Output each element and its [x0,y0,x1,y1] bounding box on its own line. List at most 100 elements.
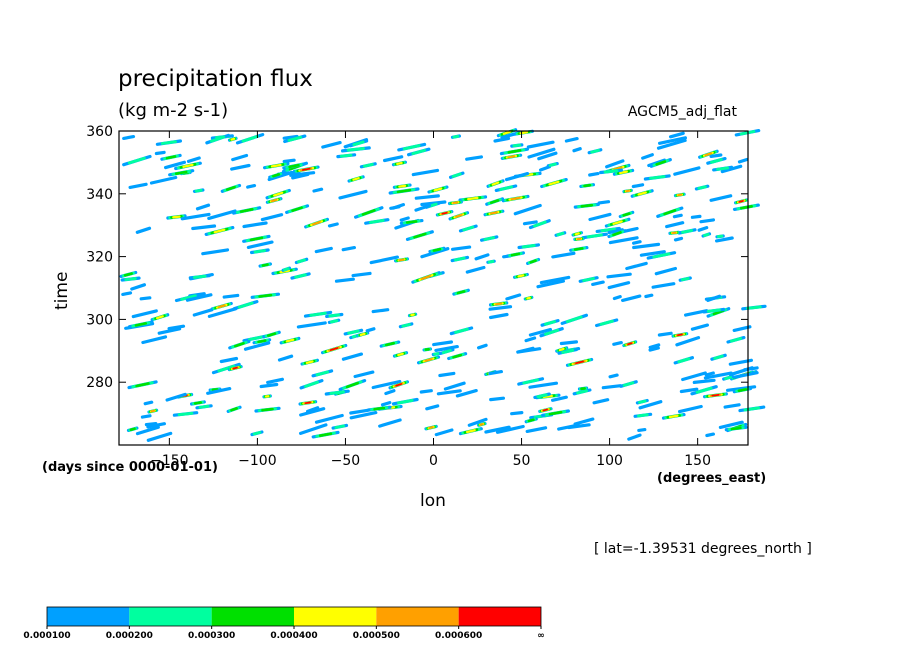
precip-cell [368,218,385,224]
precip-cell [709,194,733,202]
precip-cell [186,156,201,163]
precip-cell [488,370,503,376]
colorbar: 0.000100 0.000200 0.000300 0.000400 0.000500… [23,606,545,641]
precip-cell [556,231,565,237]
precip-cell [329,347,339,351]
precip-cell [206,387,232,395]
time-units-label: (days since 0000-01-01) [42,460,218,475]
precip-cell [296,321,327,329]
y-tick-label: 280 [86,375,113,391]
precip-cell [592,398,610,405]
precip-cell [536,393,548,399]
precip-cell [257,339,267,344]
precip-cell [544,328,560,336]
precip-cell [654,266,678,276]
precip-cell [737,157,749,164]
precip-cell [191,224,217,231]
precip-cell [657,136,688,145]
precip-cell [716,234,724,239]
precip-cell [705,432,716,438]
precip-cell [606,272,632,279]
precip-cell [510,196,521,201]
precip-cell [283,267,290,272]
precip-cell [305,360,314,365]
precip-cell [456,290,466,295]
precip-cell [732,371,759,379]
precip-cell [697,226,709,232]
precip-cell [164,160,186,170]
precip-cell [490,211,498,215]
precip-cell [542,394,553,399]
precip-cell [248,335,266,341]
precip-cell [122,135,136,140]
precip-cell [479,423,484,426]
precip-cell [528,381,559,389]
precip-cell [526,296,531,300]
precip-cell [583,183,592,188]
precip-cell [663,209,677,216]
precip-cell [483,236,496,241]
precip-cell [201,248,230,256]
colorbar-label: 0.000300 [188,631,235,641]
precip-cell [652,252,671,259]
precip-cell [272,173,281,178]
x-ticks: −150 −100 −50 0 50 100 150 [150,131,711,469]
precip-cell [180,212,211,221]
precip-cell [673,236,684,242]
chart-title: precipitation flux [118,66,313,92]
precip-cell [732,325,752,332]
precip-cell [185,293,213,302]
precip-cell [681,371,707,382]
precip-cell [192,274,207,279]
precip-cell [398,184,407,188]
precip-cell [612,220,623,225]
precip-cell [341,352,363,361]
precip-cell [539,275,571,285]
precip-cell [746,305,762,310]
precip-cell [428,426,434,429]
precip-cell [656,138,687,150]
colorbar-swatch [211,607,294,626]
precip-cell [230,163,251,171]
precip-cell [493,136,511,143]
precip-cell [301,167,311,171]
precip-cell [160,140,177,145]
precip-cell [451,172,462,178]
precip-cell [259,382,279,389]
precip-cell [261,407,274,412]
precip-cell [608,236,639,245]
precip-cell [397,398,414,405]
precip-cell [510,252,521,257]
precip-cell [273,191,284,197]
colorbar-label: ∞ [537,631,545,641]
precip-cell [612,295,622,301]
precip-cell [668,414,679,419]
precip-cell [193,401,202,405]
precip-cell [338,189,368,200]
precip-cell [561,348,575,354]
precip-cell [165,155,177,160]
precip-cell [141,335,168,345]
precip-cell [488,305,513,311]
precip-cell [299,407,326,417]
precip-cell [495,302,503,306]
x-tick-label: −100 [238,453,276,469]
precip-cell [677,333,683,337]
precip-cell [180,294,197,301]
precip-cell [548,180,560,186]
precip-cell [309,311,327,317]
colorbar-swatch [458,607,541,626]
precip-cell [627,342,633,346]
precip-cell [219,356,239,364]
precip-cell [513,203,542,216]
precip-cell [424,358,433,362]
precip-cell [234,341,245,348]
precip-cell [432,340,453,347]
precip-cell [194,188,203,193]
precip-cell [632,242,661,250]
precip-cell [510,411,524,416]
precip-cell [631,240,642,245]
precip-cell [389,205,401,210]
precip-cell [625,261,648,271]
precip-cell [172,215,181,219]
